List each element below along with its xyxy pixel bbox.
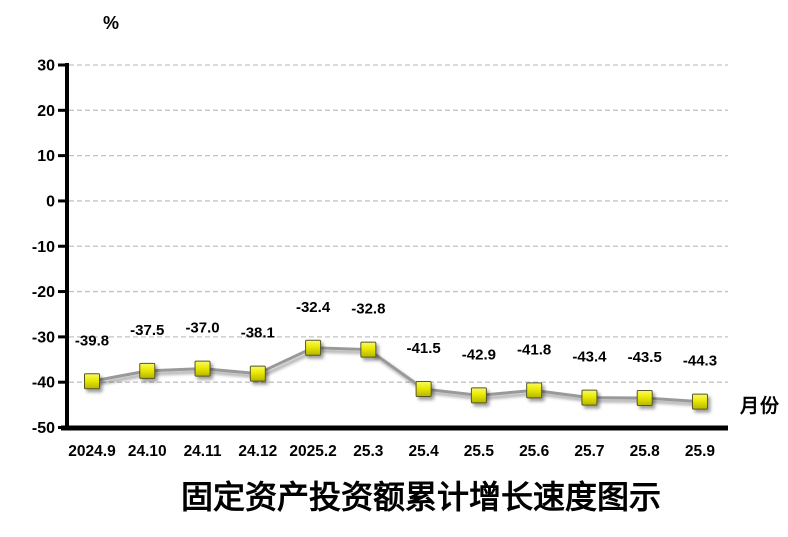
series-line (91, 346, 701, 404)
y-tick-label: 30 (37, 58, 55, 75)
data-point-marker (526, 382, 543, 399)
data-point-label: -43.5 (628, 349, 662, 366)
data-point-marker (636, 390, 653, 407)
y-tick-label: 0 (46, 193, 55, 210)
y-tick-label: -20 (32, 284, 55, 301)
x-tick-label: 2025.2 (289, 443, 336, 460)
data-point-label: -39.8 (75, 332, 109, 349)
x-tick-label: 25.9 (685, 443, 716, 460)
chart-title: 固定资产投资额累计增长速度图示 (180, 479, 661, 515)
x-tick-label: 2024.9 (68, 443, 116, 460)
y-tick-label: -50 (32, 420, 55, 437)
y-tick-label: -30 (32, 329, 55, 346)
data-point-marker (84, 373, 100, 390)
data-point-marker (470, 387, 487, 404)
y-tick-label: -10 (32, 239, 55, 256)
data-point-label: -32.4 (296, 299, 331, 316)
y-axis-unit-label: % (103, 13, 120, 33)
data-point-marker (581, 389, 598, 406)
data-point-label: -37.0 (185, 320, 219, 337)
data-point-label: -41.8 (517, 341, 551, 358)
data-point-label: -32.8 (351, 301, 385, 318)
x-tick-label: 25.7 (574, 443, 604, 460)
data-point-marker (249, 365, 266, 382)
y-tick-label: -40 (32, 375, 55, 392)
x-axis-title: 月份 (740, 396, 781, 417)
data-point-label: -37.5 (130, 322, 164, 339)
data-point-label: -42.9 (462, 346, 496, 363)
data-point-marker (305, 339, 322, 356)
x-tick-label: 25.5 (464, 443, 495, 460)
x-tick-label: 25.6 (519, 443, 550, 460)
data-point-marker (360, 341, 377, 358)
x-tick-label: 25.4 (409, 443, 440, 460)
data-point-label: -38.1 (241, 325, 275, 342)
data-point-label: -43.4 (572, 349, 607, 366)
x-tick-label: 25.8 (630, 443, 661, 460)
data-point-marker (415, 380, 432, 397)
x-tick-label: 25.3 (353, 443, 384, 460)
data-point-label: -44.3 (683, 353, 717, 370)
y-tick-label: 10 (37, 148, 55, 165)
x-tick-label: 24.12 (238, 443, 277, 460)
data-point-marker (691, 393, 708, 410)
y-tick-label: 20 (37, 103, 55, 120)
data-point-label: -41.5 (407, 340, 441, 357)
x-tick-label: 24.10 (128, 443, 167, 460)
data-point-marker (194, 360, 211, 377)
x-tick-label: 24.11 (184, 443, 222, 460)
data-point-marker (139, 362, 156, 379)
